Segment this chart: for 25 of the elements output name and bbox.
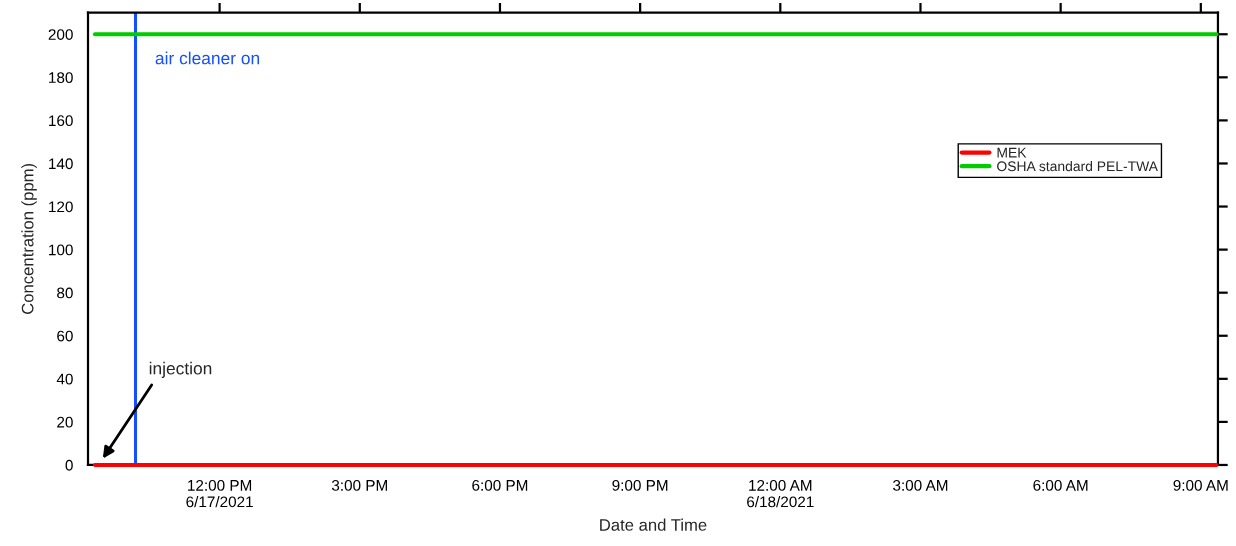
annotation: injection: [149, 361, 212, 378]
x-tick-label: 3:00 AM: [893, 479, 948, 491]
y-tick-label: 0: [65, 459, 73, 471]
x-axis-title: Date and Time: [600, 518, 707, 531]
x-tick-label: 12:00 PM 6/17/2021: [186, 479, 253, 508]
y-tick-label: 120: [49, 201, 73, 213]
x-tick-label: 9:00 AM: [1173, 479, 1228, 491]
y-tick-label: 140: [49, 158, 73, 170]
y-axis-title: Concentration (ppm): [21, 163, 37, 314]
y-tick-label: 20: [57, 416, 73, 428]
legend-label: OSHA standard PEL-TWA: [997, 160, 1158, 172]
y-tick-label: 180: [49, 72, 73, 84]
x-tick-label: 6:00 AM: [1033, 479, 1088, 491]
x-tick-label: 12:00 AM 6/18/2021: [747, 479, 814, 508]
x-tick-label: 6:00 PM: [472, 479, 528, 491]
y-tick-label: 200: [48, 29, 73, 40]
y-tick-label: 80: [57, 287, 73, 299]
x-tick-label: 3:00 PM: [331, 479, 387, 491]
y-tick-label: 100: [49, 244, 73, 256]
y-tick-label: 160: [49, 115, 73, 127]
ref-line-label: air cleaner on: [155, 51, 260, 65]
y-tick-label: 60: [57, 330, 73, 342]
y-tick-label: 40: [56, 373, 73, 385]
x-tick-label: 9:00 PM: [612, 479, 668, 491]
legend-label: MEK: [997, 147, 1027, 158]
